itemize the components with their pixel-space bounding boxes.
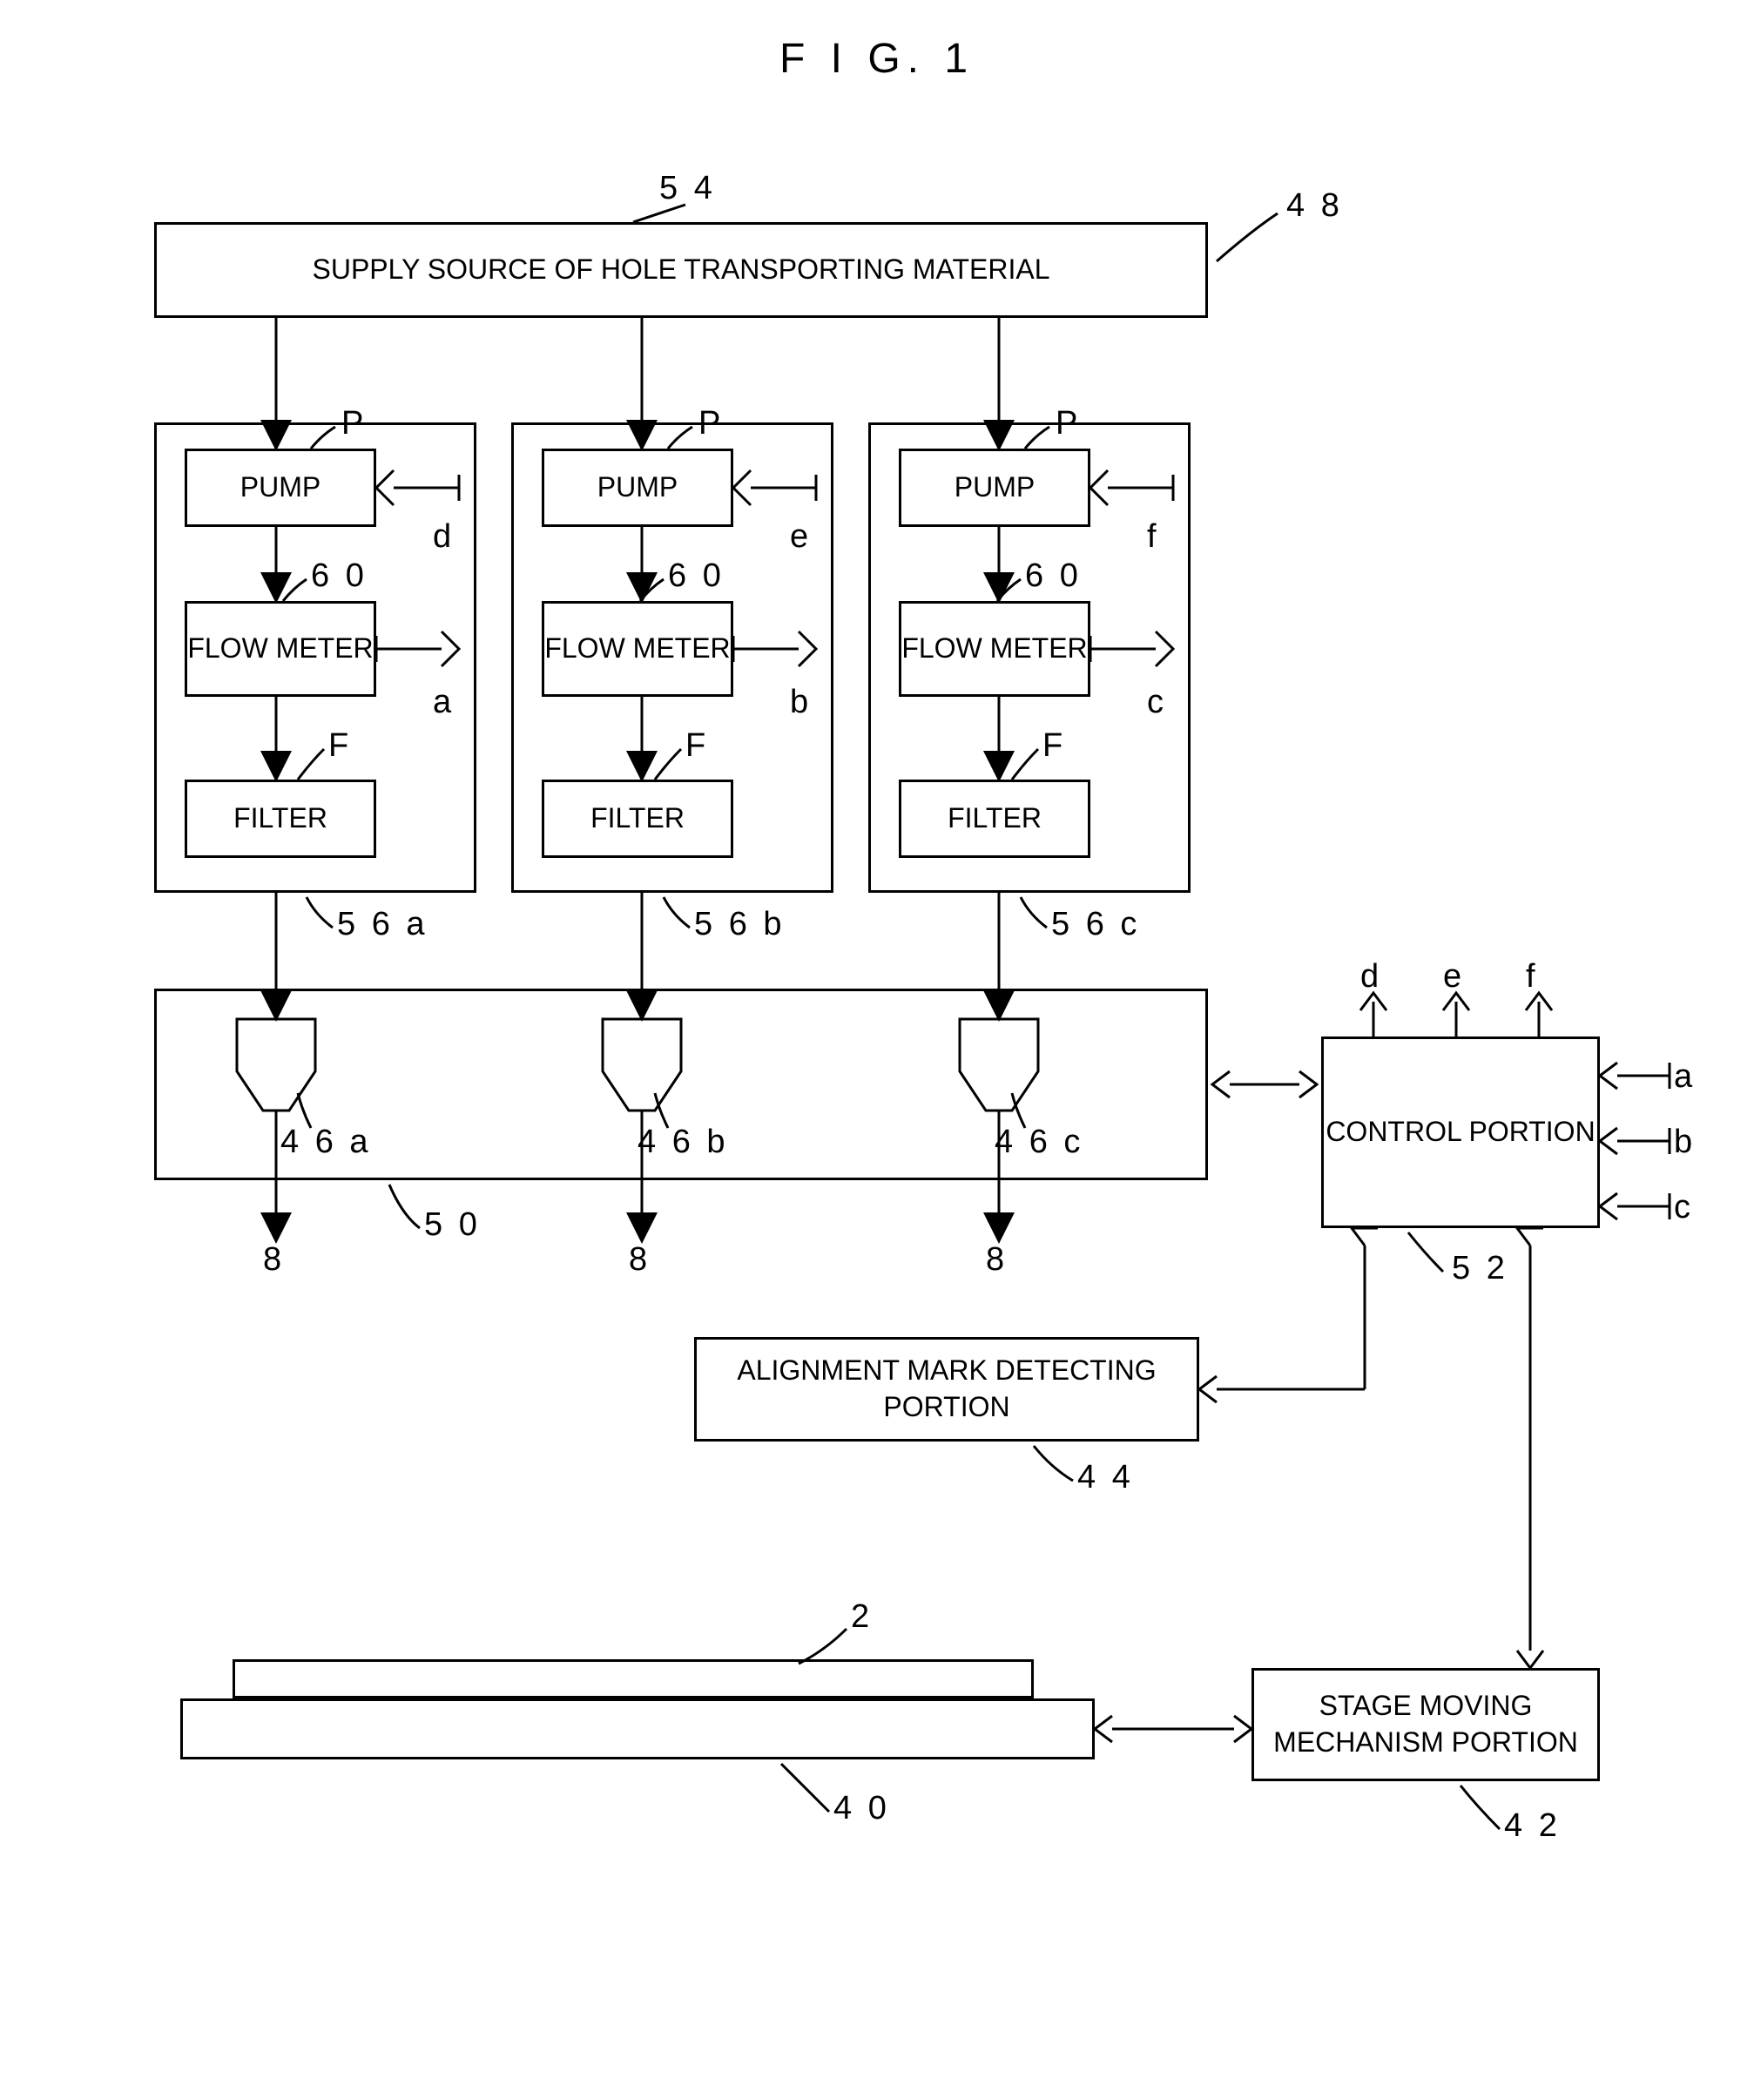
fm-out-b: b [790, 684, 812, 721]
pump-label-3: PUMP [955, 469, 1035, 506]
pump-in-f: f [1147, 518, 1160, 556]
stage-label: STAGE MOVING MECHANISM PORTION [1254, 1688, 1597, 1760]
flowmeter-label-2: FLOW METER [544, 631, 730, 667]
fm-out-c: c [1147, 684, 1167, 721]
pump-in-d: d [433, 518, 455, 556]
pump-ref-2: P [698, 405, 724, 442]
substrate-outer [180, 1698, 1095, 1759]
flowmeter-label-3: FLOW METER [901, 631, 1087, 667]
filter-label-3: FILTER [948, 800, 1042, 837]
system-ref: 4 8 [1286, 187, 1343, 225]
flowmeter-box-3: FLOW METER [899, 601, 1090, 697]
pump-in-e: e [790, 518, 812, 556]
substrate-inner [233, 1659, 1034, 1698]
fm-ref-1: 6 0 [311, 557, 368, 595]
nozzle-ref-2: 4 6 b [638, 1124, 729, 1161]
control-out-e: e [1443, 958, 1465, 996]
substrate-inner-ref: 2 [851, 1598, 873, 1636]
alignment-label: ALIGNMENT MARK DETECTING PORTION [697, 1353, 1197, 1425]
filter-box-3: FILTER [899, 780, 1090, 858]
filter-ref-3: F [1042, 727, 1066, 765]
fm-ref-2: 6 0 [668, 557, 725, 595]
alignment-ref: 4 4 [1077, 1459, 1134, 1496]
flowmeter-box-2: FLOW METER [542, 601, 733, 697]
flowmeter-label-1: FLOW METER [187, 631, 373, 667]
fm-ref-3: 6 0 [1025, 557, 1082, 595]
nozzle-ref-3: 4 6 c [995, 1124, 1083, 1161]
pump-box-2: PUMP [542, 449, 733, 527]
nozzle-container-ref: 5 0 [424, 1206, 481, 1244]
control-label: CONTROL PORTION [1326, 1114, 1595, 1151]
nozzle-ref-1: 4 6 a [280, 1124, 372, 1161]
supply-source-box: SUPPLY SOURCE OF HOLE TRANSPORTING MATER… [154, 222, 1208, 318]
diagram-area: SUPPLY SOURCE OF HOLE TRANSPORTING MATER… [50, 187, 1704, 2016]
group-ref-3: 5 6 c [1051, 906, 1140, 943]
flowmeter-box-1: FLOW METER [185, 601, 376, 697]
nozzle-out-1: 8 [263, 1241, 285, 1279]
filter-ref-2: F [685, 727, 709, 765]
filter-label-1: FILTER [233, 800, 327, 837]
substrate-outer-ref: 4 0 [833, 1790, 890, 1827]
pump-box-1: PUMP [185, 449, 376, 527]
supply-source-label: SUPPLY SOURCE OF HOLE TRANSPORTING MATER… [313, 252, 1050, 288]
filter-ref-1: F [328, 727, 352, 765]
control-in-b: b [1674, 1124, 1696, 1161]
nozzle-out-3: 8 [986, 1241, 1008, 1279]
pump-label-2: PUMP [597, 469, 678, 506]
control-in-a: a [1674, 1058, 1696, 1096]
control-out-f: f [1526, 958, 1539, 996]
figure-title: F I G. 1 [35, 35, 1719, 83]
group-ref-2: 5 6 b [694, 906, 786, 943]
pump-ref-1: P [341, 405, 367, 442]
control-portion-box: CONTROL PORTION [1321, 1036, 1600, 1228]
pump-ref-3: P [1056, 405, 1081, 442]
control-ref: 5 2 [1452, 1250, 1508, 1287]
pump-label-1: PUMP [240, 469, 320, 506]
supply-source-ref: 5 4 [659, 170, 716, 207]
group-ref-1: 5 6 a [337, 906, 428, 943]
filter-box-1: FILTER [185, 780, 376, 858]
nozzle-out-2: 8 [629, 1241, 651, 1279]
filter-box-2: FILTER [542, 780, 733, 858]
alignment-box: ALIGNMENT MARK DETECTING PORTION [694, 1337, 1199, 1442]
control-in-c: c [1674, 1189, 1694, 1226]
stage-ref: 4 2 [1504, 1807, 1561, 1845]
pump-box-3: PUMP [899, 449, 1090, 527]
stage-box: STAGE MOVING MECHANISM PORTION [1251, 1668, 1600, 1781]
fm-out-a: a [433, 684, 455, 721]
control-out-d: d [1360, 958, 1382, 996]
filter-label-2: FILTER [590, 800, 685, 837]
